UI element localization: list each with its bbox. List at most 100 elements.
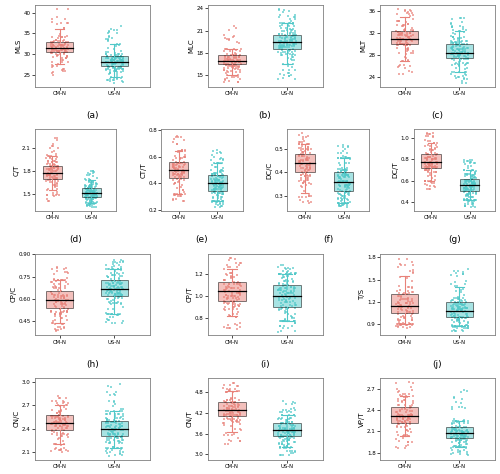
- Bar: [422, 154, 440, 168]
- Point: [404, 33, 411, 41]
- Point: [454, 41, 462, 49]
- Point: [402, 420, 410, 428]
- Point: [454, 267, 462, 275]
- Point: [227, 402, 235, 410]
- Point: [280, 273, 287, 281]
- Point: [449, 51, 457, 58]
- Point: [432, 168, 440, 176]
- Point: [104, 298, 112, 305]
- Point: [59, 399, 67, 407]
- Point: [60, 431, 68, 438]
- Point: [278, 19, 286, 27]
- Point: [234, 78, 242, 86]
- Point: [62, 312, 70, 320]
- Point: [87, 186, 95, 193]
- Point: [282, 317, 290, 324]
- Bar: [295, 154, 314, 173]
- Point: [395, 319, 403, 327]
- Point: [278, 267, 286, 275]
- Y-axis label: MLT: MLT: [361, 39, 367, 52]
- Point: [116, 287, 124, 294]
- Point: [228, 403, 236, 410]
- Point: [290, 447, 298, 455]
- Point: [226, 305, 234, 313]
- Point: [334, 189, 342, 197]
- Point: [462, 54, 469, 61]
- Point: [451, 424, 459, 432]
- Point: [107, 269, 115, 277]
- Point: [276, 270, 283, 278]
- Point: [44, 169, 52, 176]
- Point: [236, 289, 244, 297]
- Point: [104, 429, 112, 437]
- Point: [396, 260, 404, 267]
- Point: [296, 171, 304, 179]
- Point: [393, 35, 401, 42]
- Point: [462, 60, 470, 67]
- Point: [227, 270, 235, 277]
- Point: [457, 432, 465, 440]
- Point: [56, 422, 64, 430]
- Point: [53, 410, 61, 417]
- Point: [178, 170, 186, 178]
- Point: [169, 138, 177, 146]
- Point: [53, 52, 61, 60]
- Point: [209, 197, 217, 205]
- Point: [53, 170, 61, 178]
- Point: [397, 293, 405, 301]
- Point: [219, 164, 227, 172]
- Point: [468, 173, 476, 181]
- Point: [174, 148, 182, 155]
- Point: [287, 444, 295, 451]
- Point: [402, 50, 410, 58]
- Point: [454, 52, 462, 59]
- Point: [232, 61, 239, 69]
- Point: [300, 146, 308, 153]
- Point: [48, 419, 56, 427]
- Point: [210, 160, 218, 167]
- Point: [448, 50, 456, 58]
- Point: [60, 40, 68, 48]
- Point: [102, 418, 110, 425]
- Point: [430, 133, 438, 141]
- Point: [424, 133, 432, 140]
- Point: [54, 412, 62, 419]
- Point: [344, 171, 352, 178]
- Point: [430, 129, 438, 137]
- Point: [392, 17, 400, 25]
- Point: [455, 439, 463, 447]
- Point: [178, 148, 186, 155]
- Point: [422, 154, 430, 162]
- Point: [460, 443, 468, 451]
- Point: [223, 324, 231, 332]
- Point: [458, 429, 466, 437]
- Point: [460, 166, 468, 174]
- Point: [84, 200, 92, 207]
- Point: [402, 6, 409, 13]
- Point: [210, 185, 218, 193]
- Point: [222, 261, 230, 269]
- Point: [56, 416, 64, 424]
- Point: [52, 163, 60, 170]
- Point: [180, 158, 188, 166]
- Point: [176, 155, 184, 162]
- Point: [228, 292, 235, 300]
- Point: [407, 304, 415, 312]
- Point: [118, 436, 126, 444]
- Point: [458, 297, 466, 305]
- Point: [290, 314, 298, 322]
- Point: [406, 408, 414, 415]
- Point: [398, 32, 406, 39]
- Point: [298, 183, 306, 191]
- Point: [409, 266, 417, 273]
- Point: [406, 29, 414, 36]
- Point: [93, 192, 101, 200]
- Point: [423, 181, 431, 189]
- Point: [85, 182, 93, 190]
- Point: [276, 444, 284, 452]
- Point: [114, 445, 122, 452]
- Point: [453, 322, 461, 329]
- Point: [116, 258, 124, 266]
- Point: [334, 179, 342, 186]
- Point: [54, 48, 62, 56]
